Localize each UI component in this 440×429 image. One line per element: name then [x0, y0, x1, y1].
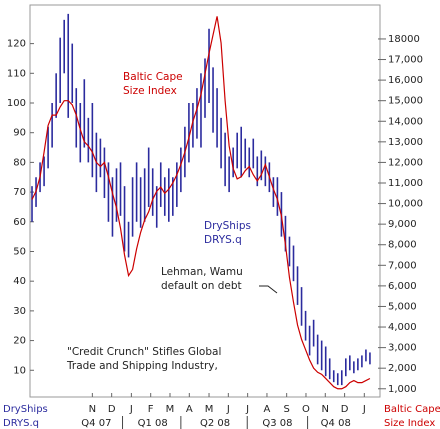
x-tick-label: N [89, 404, 96, 415]
y2-tick-label: 8,000 [388, 240, 417, 251]
y-tick-label: 80 [13, 157, 26, 168]
y2-tick-label: 14,000 [388, 116, 423, 127]
y-tick-label: 90 [13, 128, 26, 139]
x-tick-label: M [205, 404, 214, 415]
y2-tick-label: 16,000 [388, 75, 423, 86]
y-tick-label: 70 [13, 187, 26, 198]
x-tick-label: A [186, 404, 193, 415]
y2-tick-label: 3,000 [388, 343, 417, 354]
annotation: default on debt [161, 280, 242, 292]
x-tick-label: J [362, 404, 366, 415]
quarter-label: Q1 08 [138, 418, 168, 429]
annotation: Lehman, Wamu [161, 266, 243, 278]
y-tick-label: 20 [13, 336, 26, 347]
y2-tick-label: 15,000 [388, 96, 423, 107]
y2-axis-label: Size Index [384, 418, 435, 429]
x-tick-label: D [341, 404, 349, 415]
y-tick-label: 120 [7, 39, 26, 50]
index-line [31, 16, 371, 390]
y2-tick-label: 9,000 [388, 219, 417, 230]
annotation: Size Index [123, 85, 177, 97]
y-tick-label: 10 [13, 365, 26, 376]
x-tick-label: N [322, 404, 329, 415]
y-tick-label: 30 [13, 306, 26, 317]
x-tick-label: F [148, 404, 154, 415]
quarter-label: Q3 08 [262, 418, 292, 429]
x-tick-label: A [264, 404, 271, 415]
quarter-label: Q4 08 [321, 418, 351, 429]
y-axis-label: DryShips [3, 404, 48, 415]
plot-frame [29, 4, 381, 398]
x-tick-label: M [166, 404, 175, 415]
annotation: Trade and Shipping Industry, [66, 360, 218, 372]
annotation: "Credit Crunch" Stifles Global [67, 346, 221, 358]
x-tick-label: J [245, 404, 249, 415]
y2-tick-label: 6,000 [388, 281, 417, 292]
x-tick-label: J [226, 404, 230, 415]
y2-tick-label: 11,000 [388, 178, 423, 189]
y2-tick-label: 10,000 [388, 199, 423, 210]
y2-tick-label: 7,000 [388, 260, 417, 271]
annotations: Baltic Cape Size Index DryShips DRYS.q L… [66, 71, 278, 372]
x-tick-label: J [129, 404, 133, 415]
y2-tick-label: 13,000 [388, 137, 423, 148]
y2-tick-label: 4,000 [388, 322, 417, 333]
y-tick-label: 110 [7, 68, 26, 79]
quarter-label: Q2 08 [200, 418, 230, 429]
y2-tick-label: 18000 [388, 34, 420, 45]
y2-tick-label: 5,000 [388, 301, 417, 312]
annotation: Baltic Cape [123, 71, 183, 83]
y2-tick-label: 17,000 [388, 55, 423, 66]
annotation: DryShips [204, 220, 251, 232]
y2-axis-label: Baltic Cape [384, 404, 440, 415]
y-axis-label: DRYS.q [3, 418, 39, 429]
quarter-label: Q4 07 [81, 418, 111, 429]
annotation: DRYS.q [204, 234, 242, 246]
y-tick-label: 60 [13, 217, 26, 228]
y-tick-label: 100 [7, 98, 26, 109]
y-tick-label: 40 [13, 276, 26, 287]
x-tick-label: D [108, 404, 116, 415]
y-tick-label: 50 [13, 246, 26, 257]
x-tick-label: O [302, 404, 310, 415]
y2-tick-label: 2,000 [388, 363, 417, 374]
y2-tick-label: 1,000 [388, 384, 417, 395]
x-tick-label: S [283, 404, 289, 415]
y2-tick-label: 12,000 [388, 157, 423, 168]
leader-line [259, 285, 278, 294]
